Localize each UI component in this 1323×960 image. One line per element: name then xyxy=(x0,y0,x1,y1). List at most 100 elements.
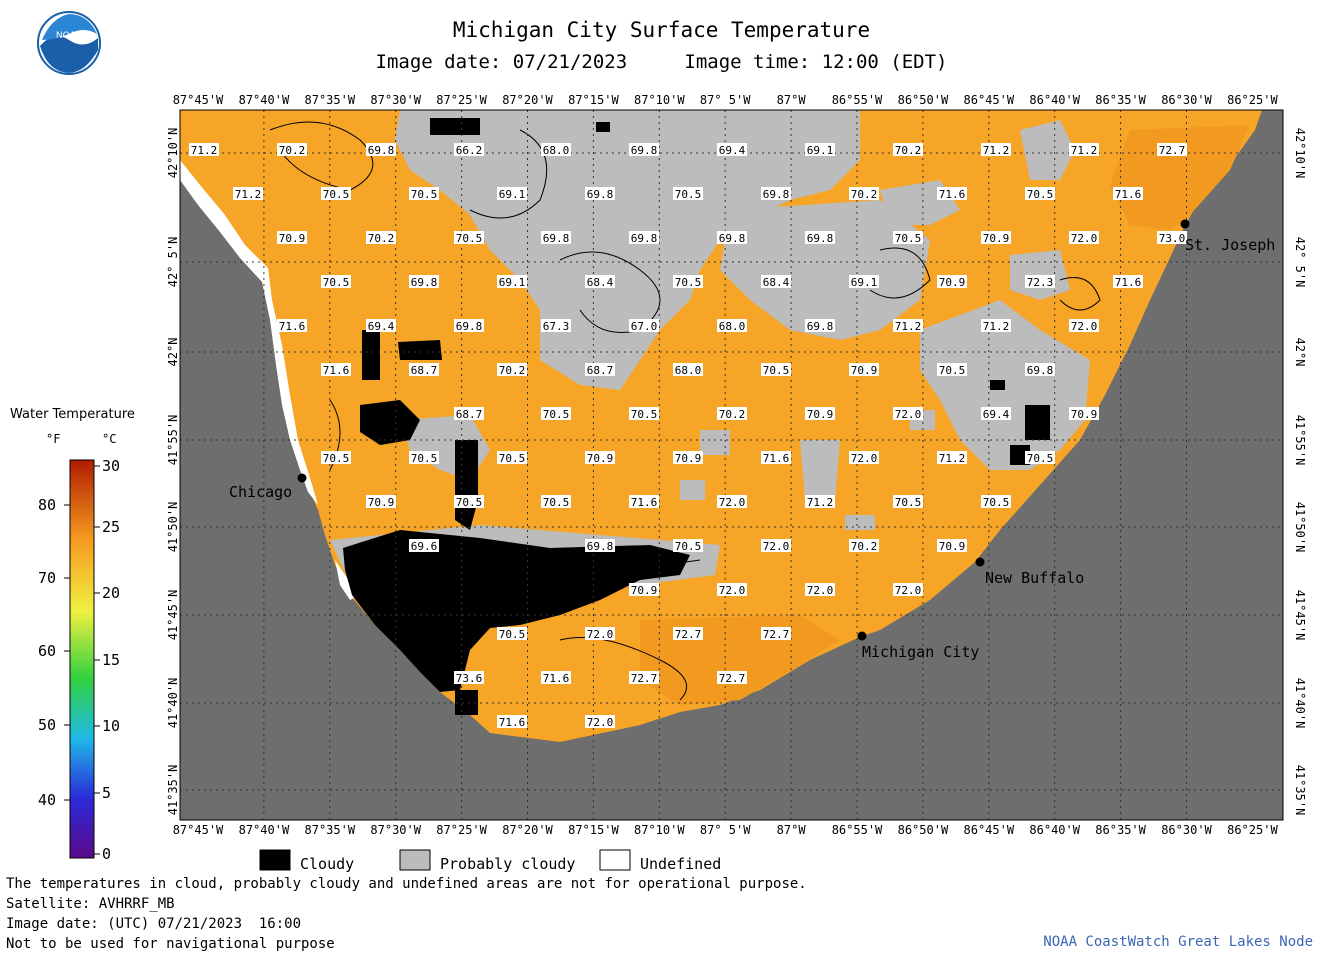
lat-tick-label: 42° 5'N xyxy=(1293,237,1307,288)
temp-label: 71.2 xyxy=(235,188,262,201)
temp-label: 69.8 xyxy=(807,232,834,245)
temp-label-box xyxy=(761,451,791,464)
temp-label-box xyxy=(585,627,615,640)
temp-label-box xyxy=(849,187,879,200)
temp-label-box xyxy=(321,187,351,200)
temp-label: 70.9 xyxy=(631,584,658,597)
temp-label-box xyxy=(321,275,351,288)
temp-label: 70.5 xyxy=(543,408,570,421)
temp-label-box xyxy=(805,231,835,244)
temp-label-box xyxy=(849,275,879,288)
temp-label-box xyxy=(497,451,527,464)
temp-label: 70.2 xyxy=(851,540,878,553)
temp-label-box xyxy=(1025,187,1055,200)
temp-label-box xyxy=(497,627,527,640)
temp-label: 69.8 xyxy=(1027,364,1054,377)
temp-label: 72.0 xyxy=(1071,232,1098,245)
temp-label: 68.4 xyxy=(763,276,790,289)
lat-tick-label: 42°N xyxy=(1293,338,1307,367)
temp-label-box xyxy=(893,495,923,508)
legend-label: Cloudy xyxy=(300,855,354,873)
temp-label: 69.4 xyxy=(368,320,395,333)
footer-notes: The temperatures in cloud, probably clou… xyxy=(6,874,807,954)
lon-tick-label: 87° 5'W xyxy=(700,93,751,107)
lat-tick-label: 42° 5'N xyxy=(166,237,180,288)
temp-label: 71.2 xyxy=(983,144,1010,157)
temp-label: 71.2 xyxy=(895,320,922,333)
temp-label: 70.5 xyxy=(543,496,570,509)
lon-tick-label: 87°40'W xyxy=(239,823,290,837)
temp-label-box xyxy=(454,319,484,332)
cloudy-areas xyxy=(343,118,1050,715)
temp-label: 70.9 xyxy=(939,276,966,289)
temp-label: 72.0 xyxy=(587,716,614,729)
temp-label-box xyxy=(717,319,747,332)
temp-label: 71.2 xyxy=(1071,144,1098,157)
colorbar-c-tick: 15 xyxy=(102,651,120,669)
temp-label-box xyxy=(937,275,967,288)
temp-label: 69.8 xyxy=(631,232,658,245)
temp-label-box xyxy=(673,539,703,552)
temp-label: 70.5 xyxy=(323,188,350,201)
lon-tick-label: 87°30'W xyxy=(370,93,421,107)
temp-label: 70.5 xyxy=(895,496,922,509)
temp-label-box xyxy=(805,319,835,332)
temp-label: 72.7 xyxy=(631,672,658,685)
temp-label: 70.9 xyxy=(939,540,966,553)
footer-line: Satellite: AVHRRF_MB xyxy=(6,896,175,912)
temp-label-box xyxy=(585,363,615,376)
temp-label-box xyxy=(673,451,703,464)
logo-text: NOAA xyxy=(56,31,83,41)
temp-label-box xyxy=(893,143,923,156)
temp-label: 72.0 xyxy=(719,496,746,509)
lon-tick-label: 86°30'W xyxy=(1161,823,1212,837)
temp-label: 71.6 xyxy=(323,364,350,377)
lon-tick-label: 87°20'W xyxy=(502,93,553,107)
lon-tick-label: 87°45'W xyxy=(173,93,224,107)
temp-label: 70.5 xyxy=(1027,452,1054,465)
temp-label-box xyxy=(1025,275,1055,288)
lon-tick-label: 87°W xyxy=(777,823,807,837)
legend-label: Undefined xyxy=(640,855,721,873)
temp-label-box xyxy=(277,143,307,156)
lon-tick-label: 87°15'W xyxy=(568,823,619,837)
lat-tick-label: 42°10'N xyxy=(166,128,180,179)
temp-label-box xyxy=(1157,231,1187,244)
temp-label: 70.9 xyxy=(851,364,878,377)
temp-label: 69.8 xyxy=(719,232,746,245)
temp-label-box xyxy=(454,143,484,156)
colorbar-c-tick: 25 xyxy=(102,518,120,536)
temp-label: 71.2 xyxy=(939,452,966,465)
temp-label-box xyxy=(981,231,1011,244)
temp-label: 71.6 xyxy=(279,320,306,333)
temp-label: 70.2 xyxy=(368,232,395,245)
temp-label: 73.0 xyxy=(1159,232,1186,245)
temp-label-box xyxy=(541,407,571,420)
temperature-labels: 71.2 70.2 69.8 66.2 68.0 69.8 69.4 69.1 70.2 71.2… xyxy=(189,143,1187,729)
temp-label-box xyxy=(497,363,527,376)
image-date: Image date: 07/21/2023 xyxy=(375,51,628,73)
lon-tick-label: 86°50'W xyxy=(898,93,949,107)
lat-tick-label: 42°10'N xyxy=(1293,128,1307,179)
lon-tick-label: 87°25'W xyxy=(436,93,487,107)
temp-label: 70.9 xyxy=(983,232,1010,245)
temp-label: 72.0 xyxy=(1071,320,1098,333)
temp-label-box xyxy=(409,275,439,288)
temp-label: 70.2 xyxy=(279,144,306,157)
temp-label-box xyxy=(189,143,219,156)
map-frame xyxy=(179,109,1284,821)
temp-label: 70.5 xyxy=(675,540,702,553)
temp-label: 70.5 xyxy=(939,364,966,377)
temp-label-box xyxy=(409,451,439,464)
temp-label-box xyxy=(454,495,484,508)
temp-label: 72.0 xyxy=(895,584,922,597)
temp-label: 70.9 xyxy=(368,496,395,509)
temp-label-box xyxy=(454,407,484,420)
temp-label: 69.1 xyxy=(499,276,526,289)
temp-label-box xyxy=(366,495,396,508)
temp-label: 70.5 xyxy=(499,452,526,465)
temp-label-box xyxy=(937,539,967,552)
temp-label-box xyxy=(981,495,1011,508)
temp-label: 71.6 xyxy=(763,452,790,465)
colorbar-f-ticks: 80 70 60 50 40 xyxy=(38,496,70,809)
